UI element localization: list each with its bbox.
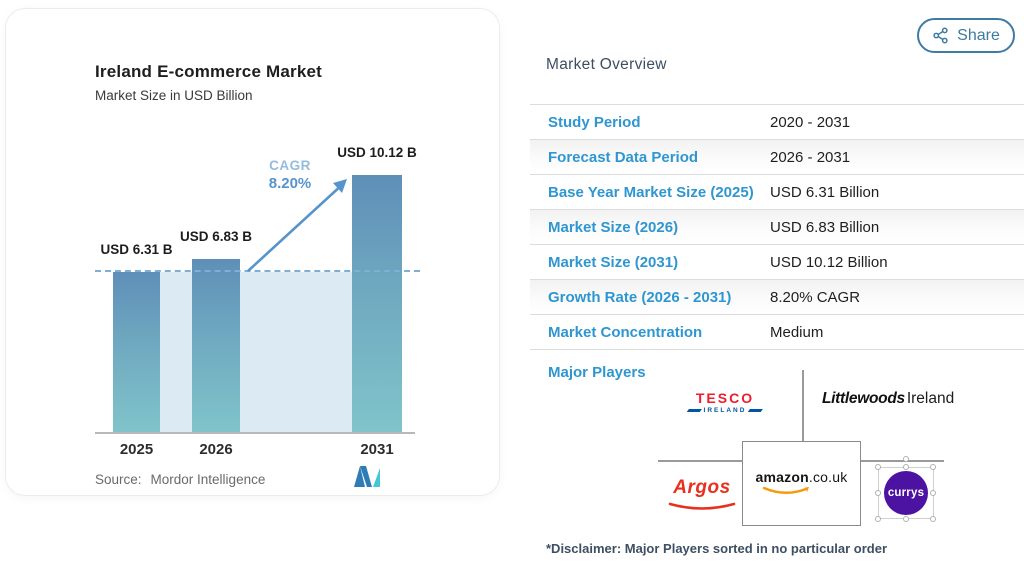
amazon-logo-box: amazon.co.uk (742, 441, 861, 526)
bar-2026 (192, 259, 240, 432)
selection-handle[interactable] (903, 516, 909, 522)
amazon-smile-icon (762, 486, 809, 494)
littlewoods-ireland-logo: Littlewoods Ireland (822, 390, 954, 408)
x-axis-line (95, 432, 415, 434)
cagr-value: 8.20% (268, 175, 312, 192)
row-label: Market Size (2031) (548, 253, 679, 271)
table-row: Market Size (2031) USD 10.12 Billion (530, 245, 1024, 280)
row-label: Market Size (2026) (548, 218, 679, 236)
selection-handle[interactable] (875, 490, 881, 496)
argos-logo: Argos (666, 477, 738, 517)
tesco-dash-icon (748, 409, 763, 412)
source-label: Source: (95, 472, 142, 487)
market-overview-heading: Market Overview (546, 56, 667, 73)
chart-title: Ireland E-commerce Market (95, 62, 323, 81)
share-button[interactable]: Share (917, 18, 1015, 53)
row-label: Growth Rate (2026 - 2031) (548, 288, 732, 306)
table-row: Forecast Data Period 2026 - 2031 (530, 140, 1024, 175)
selection-handle[interactable] (930, 464, 936, 470)
row-value: USD 10.12 Billion (770, 253, 888, 271)
selection-handle[interactable] (930, 516, 936, 522)
table-row: Base Year Market Size (2025) USD 6.31 Bil… (530, 175, 1024, 210)
bar-value-label: USD 6.83 B (179, 229, 253, 244)
bar-2031 (352, 175, 402, 432)
x-tick-label: 2031 (360, 441, 394, 458)
row-value: USD 6.31 Billion (770, 183, 880, 201)
bar-2025 (113, 272, 160, 432)
chart-subtitle: Market Size in USD Billion (95, 88, 253, 103)
argos-logo-text: Argos (673, 477, 731, 498)
row-value: 8.20% CAGR (770, 288, 861, 306)
tesco-logo-text: TESCO (695, 390, 755, 406)
bar-value-label: USD 6.31 B (100, 242, 173, 257)
x-tick-label: 2026 (199, 441, 233, 458)
currys-logo[interactable]: currys (884, 471, 928, 515)
x-tick-label: 2025 (119, 441, 154, 458)
row-value: 2026 - 2031 (770, 148, 851, 166)
mordor-intelligence-logo-icon (354, 466, 380, 487)
argos-swoosh-icon (668, 502, 736, 510)
row-value: USD 6.83 Billion (770, 218, 880, 236)
disclaimer-text: *Disclaimer: Major Players sorted in no … (546, 541, 888, 556)
currys-logo-text: currys (887, 487, 925, 499)
row-label: Forecast Data Period (548, 148, 699, 166)
amazon-logo-text: amazon.co.uk (755, 469, 848, 485)
chart-source: Source: Mordor Intelligence (95, 472, 265, 487)
baseline-dashed-line (95, 270, 420, 272)
players-divider-horizontal-right (861, 460, 944, 462)
share-button-label: Share (957, 26, 1000, 44)
source-value: Mordor Intelligence (150, 472, 266, 487)
selection-handle[interactable] (930, 490, 936, 496)
table-row: Study Period 2020 - 2031 (530, 105, 1024, 140)
cagr-label: CAGR (269, 158, 311, 173)
tesco-dash-icon (687, 409, 702, 412)
table-row: Growth Rate (2026 - 2031) 8.20% CAGR (530, 280, 1024, 315)
tesco-ireland-logo: TESCO IRELAND (687, 390, 763, 414)
chart-plot: USD 6.31 B 2025 USD 6.83 B 2026 USD 10.12 B 2… (6, 9, 499, 495)
major-players-label: Major Players (548, 364, 646, 381)
selection-handle[interactable] (875, 464, 881, 470)
cagr-annotation: CAGR 8.20% (269, 158, 312, 192)
overview-table: Study Period 2020 - 2031 Forecast Data Per… (530, 104, 1024, 350)
selection-handle[interactable] (875, 516, 881, 522)
table-row: Market Size (2026) USD 6.83 Billion (530, 210, 1024, 245)
littlewoods-logo-text: Littlewoods (822, 390, 905, 407)
selection-handle[interactable] (903, 464, 909, 470)
tesco-ireland-text: IRELAND (703, 407, 747, 414)
row-label: Market Concentration (548, 323, 703, 341)
players-divider-vertical (802, 370, 804, 441)
table-row: Market Concentration Medium (530, 315, 1024, 350)
row-value: 2020 - 2031 (770, 113, 851, 131)
growth-arrow (247, 179, 347, 272)
row-value: Medium (770, 323, 824, 341)
share-icon (933, 27, 948, 44)
selection-rotate-handle[interactable] (903, 456, 909, 462)
row-label: Study Period (548, 113, 641, 131)
players-divider-horizontal-left (658, 460, 742, 462)
row-label: Base Year Market Size (2025) (548, 183, 754, 201)
bar-value-label: USD 10.12 B (337, 145, 417, 160)
littlewoods-ireland-text: Ireland (906, 390, 955, 407)
chart-card: Ireland E-commerce Market Market Size in… (5, 8, 500, 496)
